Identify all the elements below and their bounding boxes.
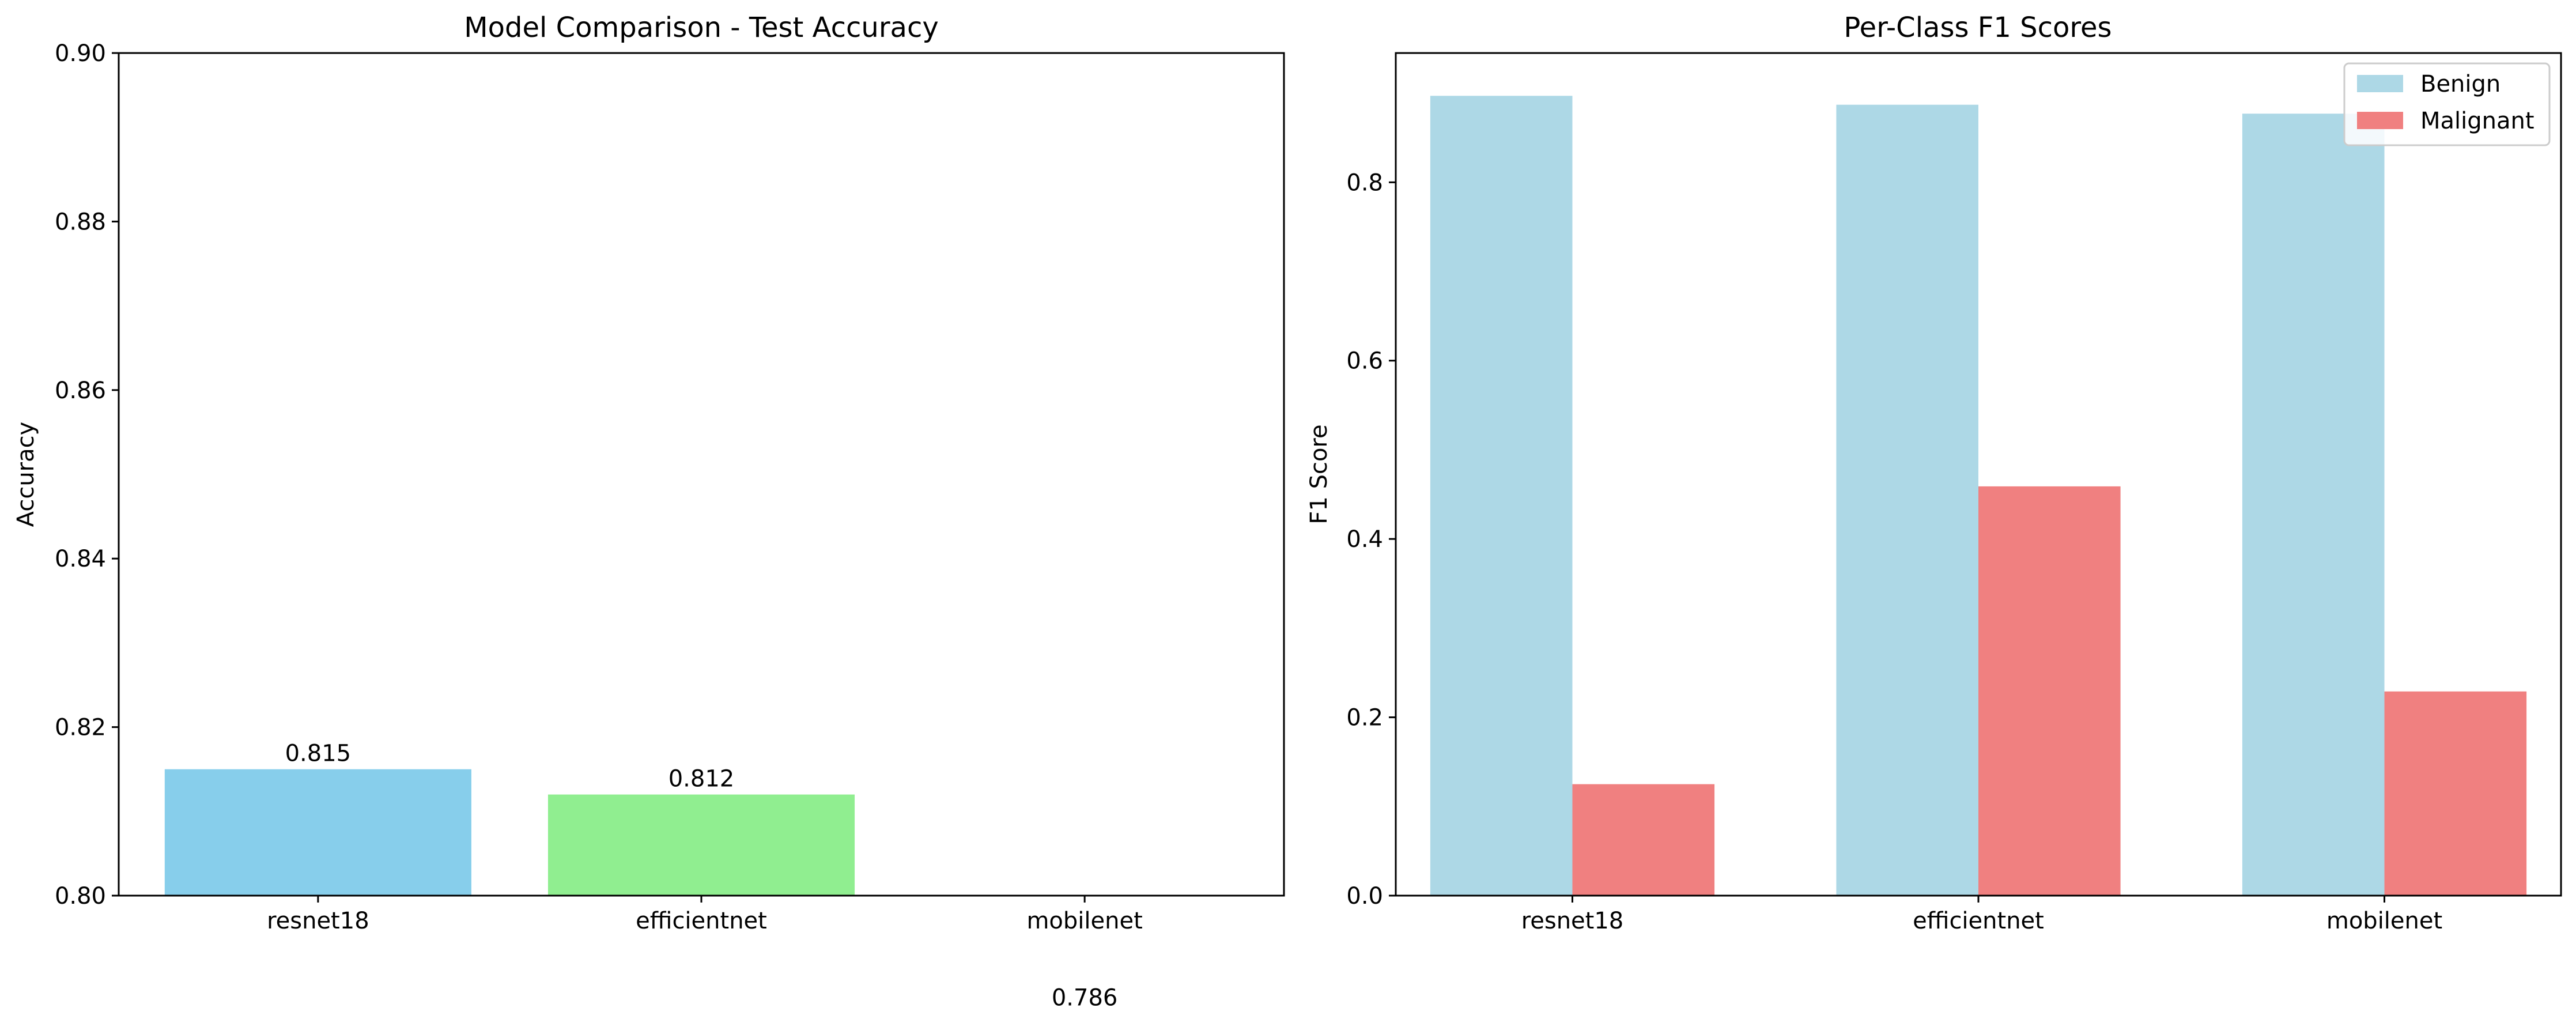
- y-tick-label: 0.4: [1346, 526, 1383, 553]
- bar-malignant-mobilenet: [2384, 691, 2527, 896]
- y-tick-label: 0.2: [1346, 705, 1383, 731]
- value-label-mobilenet: 0.786: [1052, 985, 1118, 1011]
- x-tick-label-mobilenet: mobilenet: [2326, 908, 2442, 934]
- x-tick-label-efficientnet: efficientnet: [636, 908, 767, 934]
- legend-swatch-malignant: [2357, 112, 2403, 129]
- bar-benign-mobilenet: [2242, 114, 2385, 896]
- y-tick-label: 0.88: [55, 209, 106, 235]
- y-tick-label: 0.8: [1346, 169, 1383, 196]
- y-tick-label: 0.90: [55, 40, 106, 67]
- bar-benign-efficientnet: [1836, 104, 1978, 896]
- y-tick-label: 0.82: [55, 715, 106, 741]
- bar-resnet18: [164, 769, 471, 896]
- f1-legend: Benign Malignant: [2343, 62, 2551, 146]
- y-tick-label: 0.86: [55, 378, 106, 404]
- x-tick-label-efficientnet: efficientnet: [1913, 908, 2044, 934]
- x-tick-label-resnet18: resnet18: [267, 908, 369, 934]
- value-label-efficientnet: 0.812: [668, 766, 735, 792]
- legend-swatch-benign: [2357, 75, 2403, 92]
- accuracy-marks: 0.815 0.812 0.786: [164, 741, 1118, 1011]
- bar-benign-resnet18: [1430, 96, 1573, 896]
- y-tick-label: 0.80: [55, 883, 106, 909]
- f1-axes-frame: [1395, 52, 2562, 897]
- bar-malignant-efficientnet: [1978, 486, 2121, 896]
- accuracy-y-axis-label: Accuracy: [13, 422, 39, 527]
- f1-ticks: resnet18 efficientnet mobilenet 0.0 0.2 0.4 0.…: [1346, 169, 2442, 934]
- accuracy-chart-title: Model Comparison - Test Accuracy: [464, 12, 939, 44]
- accuracy-axes-frame: [118, 52, 1285, 897]
- y-tick-label: 0.6: [1346, 348, 1383, 375]
- value-label-resnet18: 0.815: [285, 741, 352, 767]
- y-tick-label: 0.84: [55, 546, 106, 572]
- x-tick-label-resnet18: resnet18: [1521, 908, 1624, 934]
- f1-marks: [1430, 96, 2527, 896]
- f1-chart: Per-Class F1 Scores F1 Score resnet18 eff…: [1306, 12, 2562, 934]
- legend-label-malignant: Malignant: [2420, 108, 2535, 134]
- x-tick-label-mobilenet: mobilenet: [1026, 908, 1142, 934]
- bar-efficientnet: [547, 794, 855, 896]
- bar-malignant-resnet18: [1572, 784, 1715, 896]
- accuracy-ticks: resnet18 efficientnet mobilenet 0.80 0.82 0.8…: [55, 40, 1143, 934]
- y-tick-label: 0.0: [1346, 883, 1383, 909]
- legend-label-benign: Benign: [2420, 71, 2501, 97]
- accuracy-chart: Model Comparison - Test Accuracy Accurac…: [13, 12, 1285, 1011]
- f1-chart-title: Per-Class F1 Scores: [1844, 12, 2112, 44]
- f1-y-axis-label: F1 Score: [1306, 424, 1332, 524]
